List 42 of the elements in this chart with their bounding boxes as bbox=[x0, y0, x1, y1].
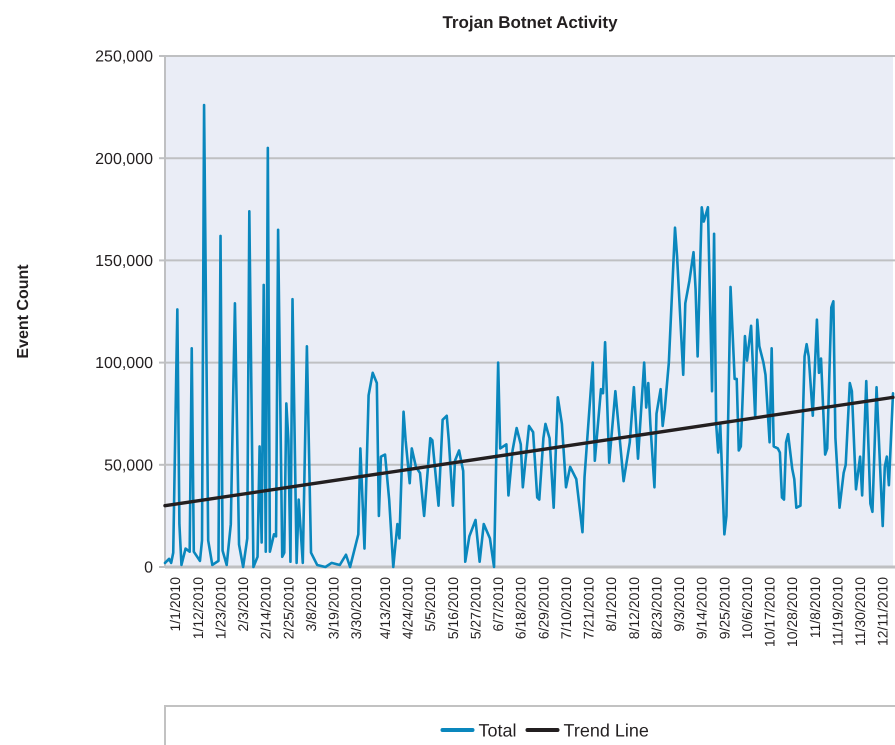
x-tick-label: 1/1/2010 bbox=[167, 576, 184, 632]
chart-title: Trojan Botnet Activity bbox=[442, 13, 618, 32]
x-tick-label: 11/8/2010 bbox=[806, 576, 823, 638]
y-tick-label: 200,000 bbox=[95, 150, 154, 168]
x-tick-label: 4/24/2010 bbox=[400, 576, 416, 640]
x-tick-label: 7/10/2010 bbox=[558, 576, 574, 640]
x-tick-label: 8/1/2010 bbox=[603, 576, 620, 632]
x-tick-label: 4/13/2010 bbox=[376, 576, 393, 640]
x-tick-label: 8/12/2010 bbox=[626, 576, 642, 640]
x-tick-label: 2/14/2010 bbox=[258, 576, 274, 640]
x-tick-label: 9/14/2010 bbox=[694, 576, 710, 640]
x-tick-label: 3/30/2010 bbox=[348, 576, 364, 640]
x-tick-label: 3/8/2010 bbox=[302, 576, 319, 632]
x-tick-label: 9/3/2010 bbox=[671, 576, 688, 632]
x-tick-label: 10/17/2010 bbox=[762, 576, 778, 648]
x-tick-label: 1/23/2010 bbox=[212, 576, 228, 640]
x-tick-label: 11/19/2010 bbox=[829, 576, 846, 646]
y-tick-label: 100,000 bbox=[95, 355, 154, 372]
y-tick-label: 0 bbox=[144, 560, 154, 577]
x-tick-label: 5/5/2010 bbox=[422, 576, 438, 632]
x-tick-label: 8/23/2010 bbox=[648, 576, 664, 640]
x-tick-label: 1/12/2010 bbox=[190, 576, 206, 640]
x-tick-label: 6/18/2010 bbox=[512, 576, 529, 640]
x-tick-label: 10/6/2010 bbox=[738, 576, 755, 640]
x-tick-label: 11/30/2010 bbox=[852, 576, 868, 646]
x-tick-label: 6/7/2010 bbox=[490, 576, 506, 632]
y-tick-label: 50,000 bbox=[104, 457, 154, 474]
y-tick-label: 150,000 bbox=[95, 253, 154, 270]
x-tick-label: 5/16/2010 bbox=[444, 576, 461, 640]
x-tick-label: 12/11/2010 bbox=[874, 576, 891, 646]
x-tick-label: 10/28/2010 bbox=[784, 576, 800, 648]
x-tick-label: 2/3/2010 bbox=[235, 576, 252, 632]
x-tick-label: 5/27/2010 bbox=[467, 576, 484, 640]
legend-label: Trend Line bbox=[564, 720, 649, 740]
x-tick-label: 3/19/2010 bbox=[326, 576, 342, 640]
x-tick-label: 7/21/2010 bbox=[580, 576, 597, 640]
y-axis-title: Event Count bbox=[15, 264, 32, 359]
x-tick-label: 2/25/2010 bbox=[280, 576, 296, 640]
y-tick-label: 250,000 bbox=[95, 48, 154, 66]
x-tick-label: 9/25/2010 bbox=[716, 576, 732, 640]
x-tick-label: 6/29/2010 bbox=[535, 576, 552, 640]
legend-label: Total bbox=[478, 720, 517, 740]
